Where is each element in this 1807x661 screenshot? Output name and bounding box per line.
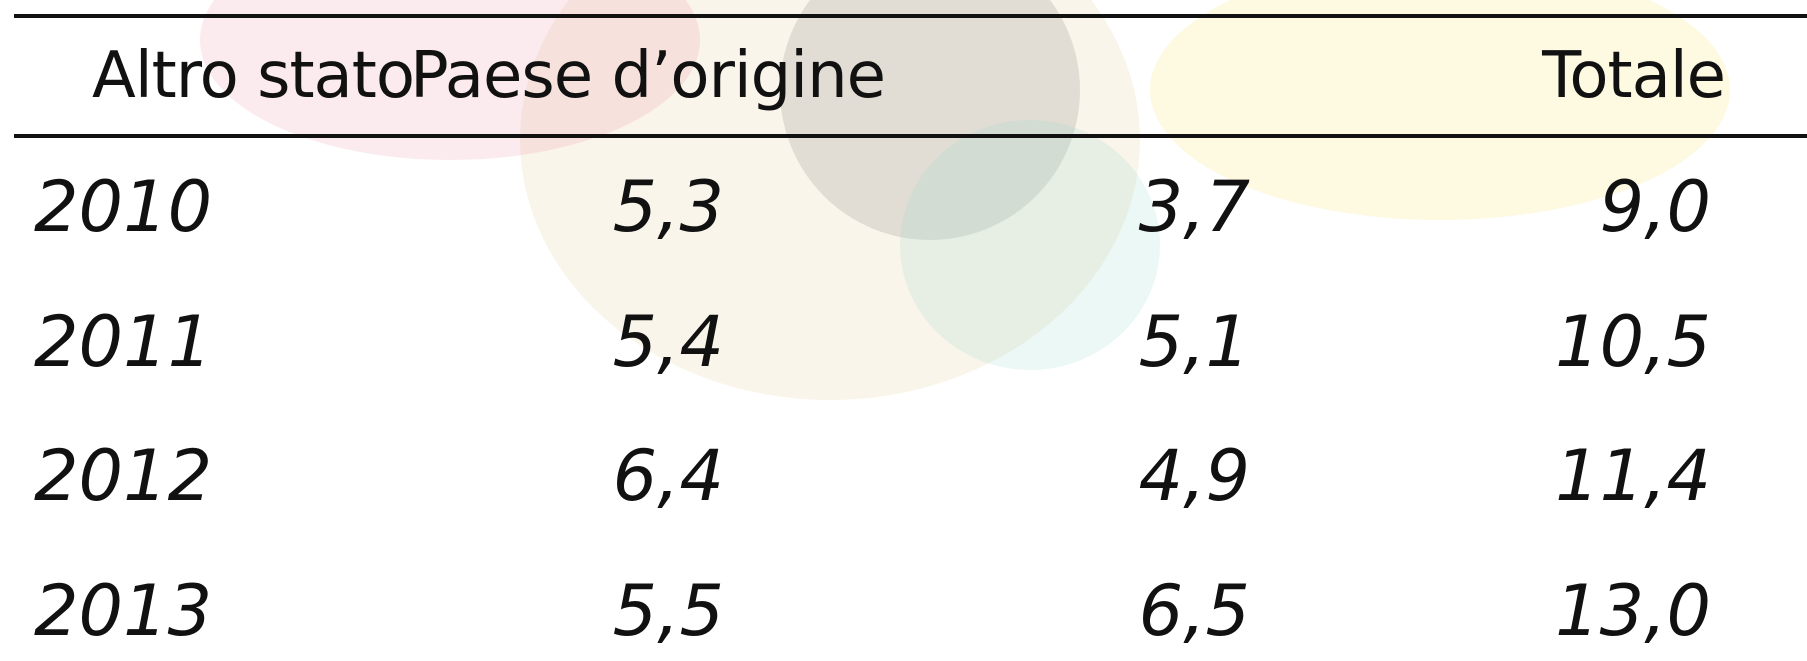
table-cell: 9,0 <box>1599 166 1711 248</box>
table-cell: 13,0 <box>1555 570 1711 652</box>
row-label: 2013 <box>34 570 213 652</box>
table-cell: 5,1 <box>1138 301 1250 383</box>
watermark <box>520 0 1140 400</box>
table-cell: 6,5 <box>1138 570 1250 652</box>
table-cell: 5,4 <box>612 301 724 383</box>
row-label: 2012 <box>34 435 213 517</box>
header-rule <box>14 134 1807 138</box>
top-rule <box>14 14 1807 18</box>
row-label: 2011 <box>34 301 213 383</box>
table-cell: 5,3 <box>612 166 724 248</box>
column-header: Totale <box>1542 39 1726 113</box>
watermark <box>780 0 1080 240</box>
table-cell: 3,7 <box>1138 166 1250 248</box>
table-cell: 4,9 <box>1138 435 1250 517</box>
table-cell: 10,5 <box>1555 301 1711 383</box>
table-cell: 6,4 <box>612 435 724 517</box>
column-header: Altro stato <box>92 39 415 113</box>
row-label: 2010 <box>34 166 213 248</box>
watermark <box>1150 0 1730 220</box>
column-header: Paese d’origine <box>410 39 886 113</box>
watermark <box>900 120 1160 370</box>
table-cell: 5,5 <box>612 570 724 652</box>
table-cell: 11,4 <box>1555 435 1711 517</box>
